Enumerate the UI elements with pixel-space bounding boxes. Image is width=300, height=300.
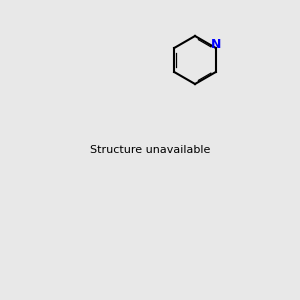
Text: Structure unavailable: Structure unavailable <box>90 145 210 155</box>
Text: N: N <box>211 38 221 52</box>
